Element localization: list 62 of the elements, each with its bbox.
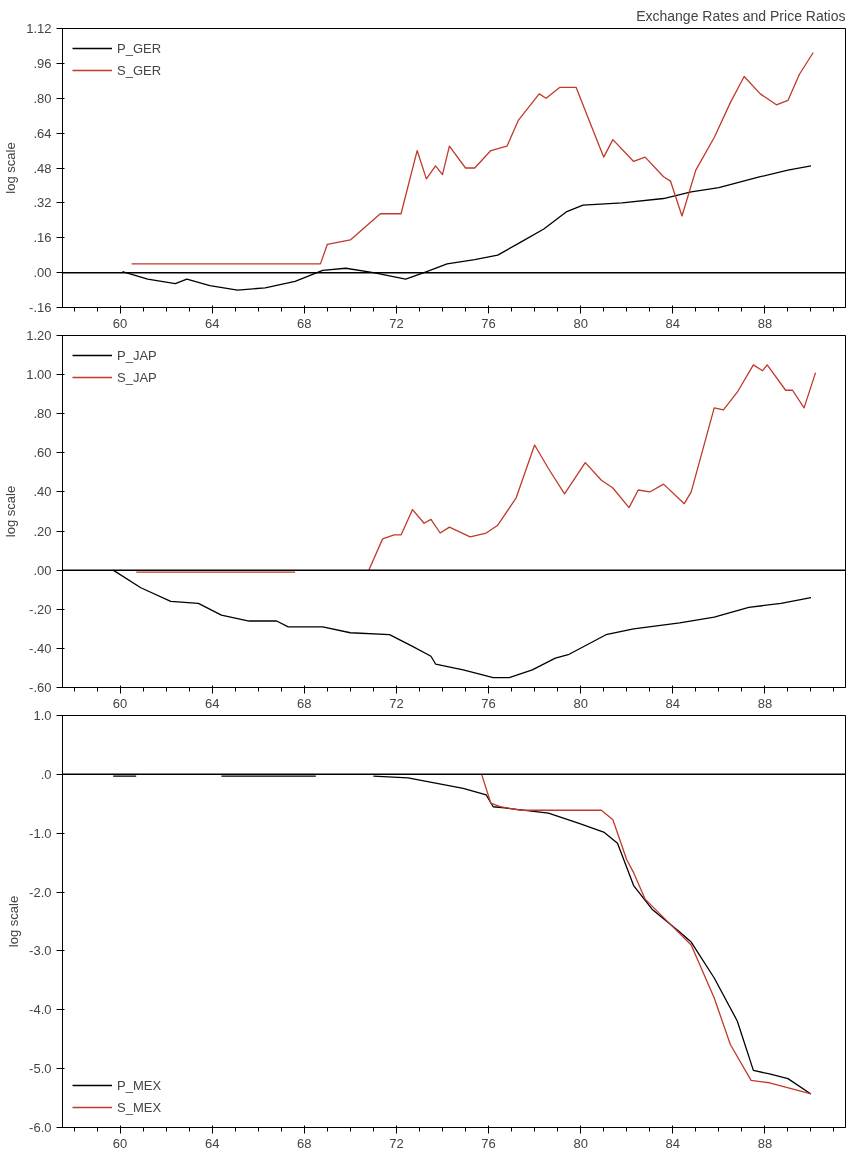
legend-label: S_GER <box>117 62 162 78</box>
y-tick-label: -.16 <box>29 300 52 315</box>
y-tick-label: -.20 <box>29 601 52 617</box>
x-tick-label: 68 <box>297 1135 312 1151</box>
x-tick-label: 76 <box>481 1135 496 1151</box>
x-tick-label: 84 <box>665 1135 681 1151</box>
x-tick-label: 60 <box>112 1135 128 1151</box>
y-tick-label: .64 <box>33 125 52 141</box>
y-tick-label: -5.0 <box>29 1061 52 1077</box>
x-tick-label: 80 <box>573 695 588 711</box>
y-tick-label: .00 <box>33 265 52 281</box>
legend-label: P_JAP <box>117 347 157 363</box>
x-tick-label: 80 <box>573 1135 588 1151</box>
legend-label: P_MEX <box>117 1077 162 1093</box>
y-tick-label: .60 <box>33 445 52 461</box>
x-tick-label: 80 <box>573 315 588 331</box>
line-series <box>480 773 812 1095</box>
y-tick-label: .96 <box>33 55 52 71</box>
y-axis-title: log scale <box>3 142 19 194</box>
y-tick-label: .80 <box>33 90 52 106</box>
legend-label: S_MEX <box>117 1099 162 1115</box>
x-tick-label: 76 <box>481 315 496 331</box>
y-tick-label: -2.0 <box>29 884 52 900</box>
y-tick-label: .48 <box>33 160 52 176</box>
x-tick-label: 88 <box>757 695 773 711</box>
y-tick-label: .0 <box>40 766 52 782</box>
x-tick-label: 84 <box>665 695 681 711</box>
legend-label: P_GER <box>117 40 162 56</box>
x-tick-label: 88 <box>757 1135 773 1151</box>
y-tick-label: 1.00 <box>26 367 52 383</box>
x-tick-label: 72 <box>389 1135 404 1151</box>
y-tick-label: -1.0 <box>29 825 52 841</box>
chart-title: Exchange Rates and Price Ratios <box>636 7 846 24</box>
y-tick-label: -3.0 <box>29 943 52 959</box>
y-tick-label: .16 <box>33 230 52 246</box>
y-tick-label: .20 <box>33 523 52 539</box>
y-tick-label: -.60 <box>29 680 52 695</box>
y-tick-label: 1.0 <box>33 708 52 723</box>
y-tick-label: -6.0 <box>29 1120 52 1135</box>
y-tick-label: 1.20 <box>26 328 52 343</box>
y-tick-label: -4.0 <box>29 1002 52 1018</box>
x-tick-label: 76 <box>481 695 496 711</box>
x-tick-label: 60 <box>112 695 128 711</box>
x-tick-label: 60 <box>112 315 128 331</box>
x-tick-label: 68 <box>297 315 312 331</box>
y-tick-label: .32 <box>33 195 52 211</box>
x-tick-label: 72 <box>389 315 404 331</box>
x-tick-label: 64 <box>204 695 220 711</box>
y-tick-label: .40 <box>33 484 52 500</box>
x-tick-label: 72 <box>389 695 404 711</box>
x-tick-label: 64 <box>204 1135 220 1151</box>
y-axis-title: log scale <box>3 485 19 538</box>
y-tick-label: -.40 <box>29 640 52 656</box>
x-tick-label: 84 <box>665 315 681 331</box>
y-tick-label: .00 <box>33 562 52 578</box>
legend-label: S_JAP <box>117 369 157 385</box>
y-tick-label: .80 <box>33 406 52 422</box>
y-axis-title: log scale <box>6 895 22 948</box>
x-tick-label: 68 <box>297 695 312 711</box>
y-tick-label: 1.12 <box>26 21 52 36</box>
x-tick-label: 88 <box>757 315 773 331</box>
x-tick-label: 64 <box>204 315 220 331</box>
